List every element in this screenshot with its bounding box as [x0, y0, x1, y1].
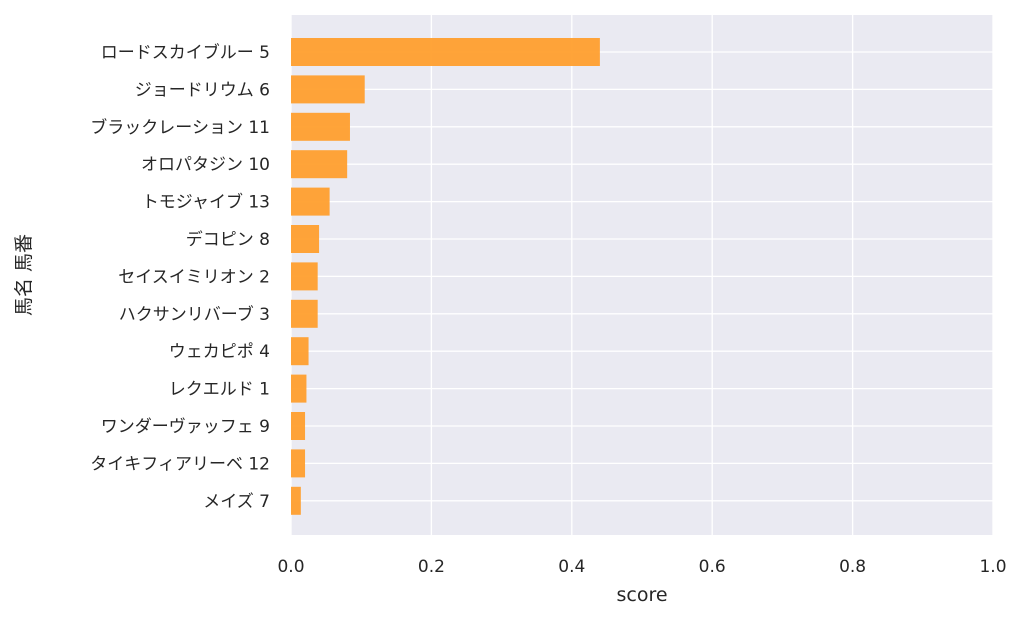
- bars: [291, 38, 600, 515]
- y-tick-label: メイズ 7: [203, 492, 270, 512]
- x-tick-label: 0.6: [699, 557, 726, 577]
- gridlines: [290, 15, 994, 535]
- y-tick-label: オロパタジン 10: [141, 155, 270, 175]
- x-tick-label: 0.0: [277, 557, 304, 577]
- x-tick-label: 1.0: [979, 557, 1006, 577]
- y-tick-label: ジョードリウム 6: [135, 80, 270, 100]
- y-tick-labels: ロードスカイブルー 5 ジョードリウム 6 ブラックレーション 11 オロパタジン 1…: [90, 42, 270, 512]
- y-tick-label: デコピン 8: [186, 229, 270, 250]
- y-tick-label: トモジャイブ 13: [142, 192, 270, 213]
- y-tick-label: セイスイミリオン 2: [118, 267, 270, 287]
- bar: [291, 38, 600, 66]
- y-tick-label: ハクサンリバーブ 3: [119, 304, 270, 325]
- bar: [291, 374, 307, 403]
- y-tick-label: ワンダーヴァッフェ 9: [101, 417, 270, 437]
- plot-area: [291, 15, 993, 535]
- x-tick-label: 0.4: [558, 557, 585, 577]
- bar: [291, 75, 365, 104]
- y-axis-label: 馬名 馬番: [13, 234, 35, 316]
- x-axis-label: score: [616, 584, 667, 606]
- y-tick-label: ロードスカイブルー 5: [101, 42, 270, 63]
- bar: [291, 412, 306, 440]
- x-tick-labels: 0.0 0.2 0.4 0.6 0.8 1.0: [277, 557, 1006, 577]
- bar: [291, 337, 309, 366]
- bar: [291, 150, 348, 179]
- bar: [291, 225, 320, 253]
- y-tick-label: ブラックレーション 11: [90, 117, 270, 138]
- x-tick-label: 0.8: [839, 557, 866, 577]
- bar: [291, 262, 318, 291]
- bar: [291, 486, 301, 515]
- bar: [291, 112, 350, 141]
- y-tick-label: タイキフィアリーベ 12: [90, 454, 270, 474]
- bar: [291, 187, 330, 216]
- bar: [291, 299, 318, 328]
- bar: [291, 449, 306, 478]
- y-tick-label: ウェカピポ 4: [169, 342, 270, 362]
- x-tick-label: 0.2: [418, 557, 445, 577]
- y-tick-label: レクエルド 1: [169, 380, 270, 400]
